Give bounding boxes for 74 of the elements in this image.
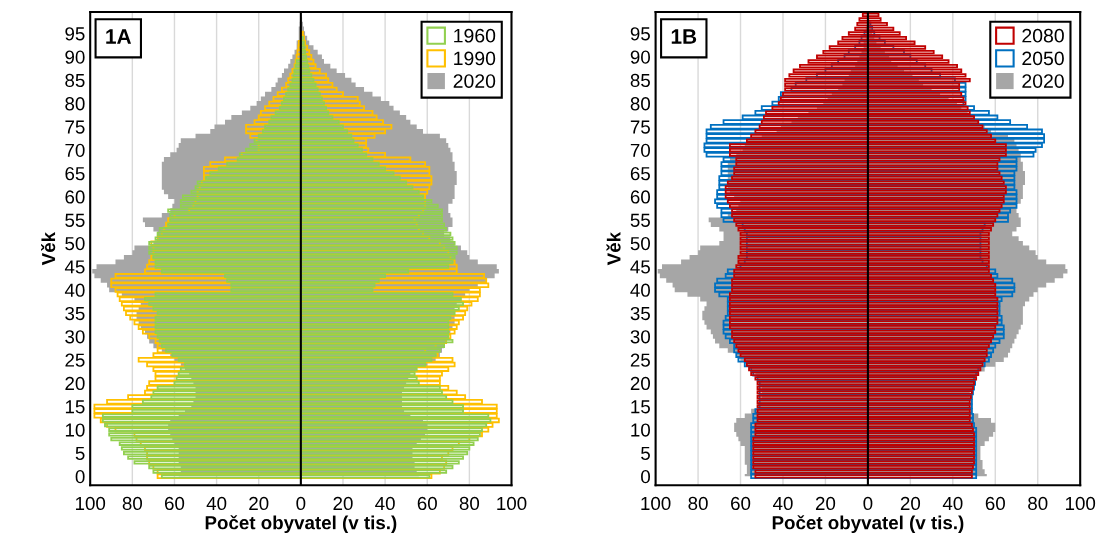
y-tick-label: 55 <box>65 213 85 227</box>
x-tick-label: 100 <box>75 496 106 511</box>
x-tick-label: 40 <box>206 496 227 511</box>
x-axis-title: Počet obyvatel (v tis.) <box>772 515 964 534</box>
x-tick-label: 80 <box>1028 496 1048 511</box>
x-tick-label: 20 <box>333 496 353 511</box>
y-tick-label: 70 <box>65 143 85 157</box>
y-tick-label: 50 <box>630 236 651 251</box>
y-tick-label: 20 <box>630 376 651 391</box>
y-tick-label: 0 <box>641 470 651 484</box>
y-tick-label: 85 <box>65 73 85 88</box>
y-tick-label: 85 <box>630 73 650 88</box>
y-tick-label: 75 <box>65 120 85 134</box>
y-tick-label: 50 <box>65 236 85 251</box>
y-tick-label: 25 <box>65 353 85 367</box>
y-tick-label: 15 <box>65 400 85 414</box>
x-tick-label: 20 <box>815 496 836 511</box>
y-tick-label: 5 <box>75 446 85 460</box>
x-tick-label: 40 <box>772 496 793 511</box>
legend-label: 2050 <box>1022 51 1064 66</box>
x-tick-label: 60 <box>985 496 1005 511</box>
y-tick-label: 30 <box>65 330 85 344</box>
legend-label: 1960 <box>454 28 496 43</box>
y-tick-label: 10 <box>65 423 85 437</box>
y-tick-label: 10 <box>631 423 651 437</box>
x-tick-label: 0 <box>296 496 306 511</box>
x-tick-label: 100 <box>497 496 527 511</box>
y-tick-label: 20 <box>65 376 85 391</box>
y-tick-label: 25 <box>630 353 650 367</box>
x-tick-label: 80 <box>688 496 708 511</box>
y-tick-label: 0 <box>75 470 85 484</box>
y-tick-label: 40 <box>630 283 651 297</box>
y-tick-label: 5 <box>641 446 650 460</box>
x-tick-label: 100 <box>641 496 671 511</box>
y-tick-label: 90 <box>630 50 651 64</box>
y-tick-label: 30 <box>630 330 651 344</box>
x-axis-title: Počet obyvatel (v tis.) <box>205 515 397 534</box>
y-tick-label: 60 <box>630 190 651 204</box>
y-tick-label: 80 <box>630 97 651 111</box>
y-tick-label: 95 <box>65 27 85 41</box>
y-tick-label: 40 <box>64 283 85 297</box>
y-axis-title: Věk <box>606 231 621 266</box>
y-tick-label: 65 <box>65 167 85 181</box>
y-tick-label: 95 <box>630 27 650 41</box>
y-tick-label: 60 <box>65 190 85 204</box>
x-tick-label: 0 <box>863 496 873 511</box>
y-tick-label: 90 <box>65 50 85 64</box>
x-tick-label: 60 <box>417 496 437 511</box>
x-tick-label: 60 <box>731 496 751 511</box>
legend-label: 2020 <box>453 74 496 88</box>
y-tick-label: 80 <box>65 97 85 111</box>
legend-label: 2020 <box>1022 74 1064 88</box>
x-tick-label: 20 <box>900 496 921 511</box>
x-tick-label: 80 <box>122 496 143 511</box>
y-tick-label: 45 <box>64 260 85 274</box>
legend-label: 2080 <box>1022 28 1064 43</box>
x-tick-label: 40 <box>375 496 395 511</box>
x-tick-label: 60 <box>164 496 185 511</box>
x-tick-label: 80 <box>459 496 480 511</box>
y-axis-title: Věk <box>41 231 56 266</box>
annotation: 1B <box>671 29 697 44</box>
annotation: 1A <box>106 29 132 44</box>
y-tick-label: 35 <box>630 306 650 321</box>
x-tick-label: 100 <box>1065 496 1096 511</box>
y-tick-label: 55 <box>630 213 650 227</box>
x-tick-label: 40 <box>942 496 963 511</box>
y-tick-label: 65 <box>630 167 650 181</box>
y-tick-label: 35 <box>65 306 85 321</box>
y-tick-label: 75 <box>630 120 650 134</box>
y-tick-label: 45 <box>630 260 650 274</box>
x-tick-label: 20 <box>249 496 269 511</box>
y-tick-label: 70 <box>630 143 651 157</box>
y-tick-label: 15 <box>631 400 650 414</box>
legend-label: 1990 <box>454 51 496 66</box>
